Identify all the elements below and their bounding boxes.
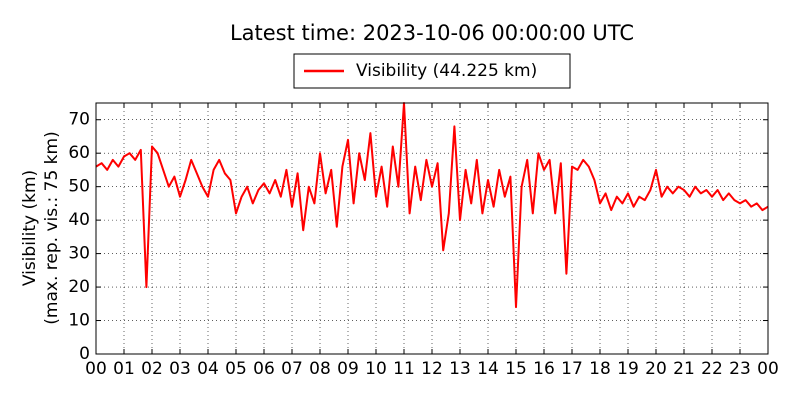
x-tick-label: 21	[673, 359, 695, 379]
x-tick-label: 01	[113, 359, 135, 379]
y-tick-label: 30	[68, 244, 90, 264]
x-tick-label: 08	[309, 359, 331, 379]
x-tick-label: 19	[617, 359, 639, 379]
x-tick-label: 15	[505, 359, 527, 379]
x-tick-label: 16	[533, 359, 555, 379]
y-tick-label: 60	[68, 143, 90, 163]
x-tick-label: 20	[645, 359, 667, 379]
y-axis-label: (max. rep. vis.: 75 km)	[42, 131, 62, 324]
x-tick-label: 10	[365, 359, 387, 379]
x-tick-label: 11	[393, 359, 415, 379]
x-tick-label: 00	[85, 359, 107, 379]
x-tick-label: 22	[701, 359, 723, 379]
data-line	[95, 102, 769, 309]
y-tick-label: 20	[68, 277, 90, 297]
x-tick-label: 09	[337, 359, 359, 379]
y-tick-label: 70	[68, 110, 90, 130]
y-tick-label: 10	[68, 311, 90, 331]
y-axis-label: Visibility (km)	[20, 170, 40, 286]
y-tick-label: 50	[68, 177, 90, 197]
x-tick-label: 03	[169, 359, 191, 379]
legend-label: Visibility (44.225 km)	[356, 61, 537, 81]
x-tick-label: 04	[197, 359, 219, 379]
y-tick-label: 0	[79, 344, 90, 364]
x-tick-label: 06	[253, 359, 275, 379]
y-tick-label: 40	[68, 210, 90, 230]
x-tick-label: 23	[729, 359, 751, 379]
x-tick-label: 18	[589, 359, 611, 379]
x-tick-label: 17	[561, 359, 583, 379]
x-tick-label: 07	[281, 359, 303, 379]
x-tick-label: 00	[757, 359, 779, 379]
x-tick-label: 14	[477, 359, 499, 379]
x-tick-label: 02	[141, 359, 163, 379]
x-tick-label: 05	[225, 359, 247, 379]
plot-frame	[95, 102, 769, 355]
x-tick-label: 12	[421, 359, 443, 379]
chart-title: Latest time: 2023-10-06 00:00:00 UTC	[230, 21, 634, 45]
x-tick-label: 13	[449, 359, 471, 379]
